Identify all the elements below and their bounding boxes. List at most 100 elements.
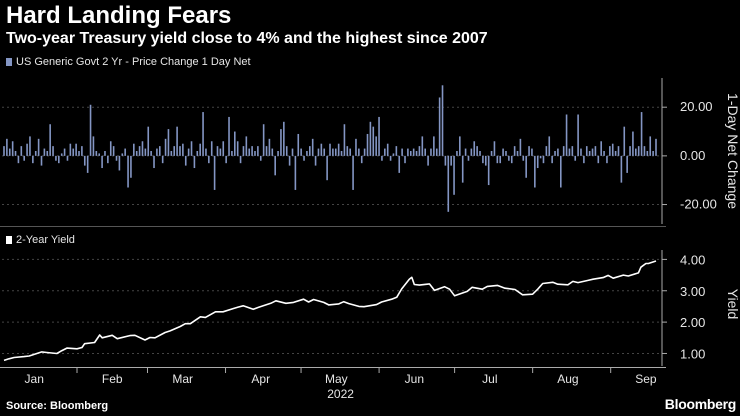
bar-mark	[522, 155, 525, 161]
yield-line	[3, 260, 657, 362]
bar-mark	[459, 136, 461, 156]
bar-mark	[173, 146, 176, 156]
x-axis-label: Apr	[251, 372, 270, 386]
bar-mark	[352, 155, 354, 190]
bar-mark	[542, 155, 545, 164]
bar-mark	[482, 155, 484, 164]
bar-mark	[196, 151, 199, 156]
bar-legend-label: US Generic Govt 2 Yr - Price Change 1 Da…	[16, 56, 251, 68]
line-y-tick-label: 2.00	[680, 315, 705, 330]
bar-mark	[389, 155, 392, 161]
bar-mark	[66, 155, 69, 161]
bar-mark	[121, 153, 124, 156]
bar-mark	[577, 114, 579, 156]
bar-mark	[456, 151, 458, 156]
bar-mark	[107, 155, 109, 164]
bar-mark	[409, 151, 412, 156]
bar-mark	[63, 148, 66, 156]
bar-mark	[124, 148, 126, 156]
bar-mark	[551, 155, 553, 164]
bar-mark	[412, 148, 415, 156]
x-axis-year-label: 2022	[327, 387, 354, 401]
bar-mark	[568, 148, 571, 156]
bar-mark	[109, 141, 112, 156]
line-y-axis-title: Yield	[725, 289, 740, 320]
bar-mark	[141, 141, 144, 156]
bar-mark	[34, 151, 37, 156]
bar-mark	[398, 155, 401, 173]
bar-mark	[300, 148, 302, 156]
bar-mark	[150, 151, 152, 156]
bar-mark	[349, 148, 351, 156]
bar-mark	[337, 143, 340, 156]
bar-mark	[75, 143, 77, 156]
bar-mark	[216, 146, 219, 156]
bar-mark	[239, 155, 242, 164]
bar-mark	[40, 155, 43, 166]
bar-mark	[280, 129, 282, 156]
bar-mark	[386, 143, 389, 156]
bar-mark	[545, 146, 548, 156]
bar-y-tick-label: 20.00	[680, 99, 713, 114]
bar-mark	[539, 155, 542, 159]
bar-mark	[257, 146, 259, 156]
bar-mark	[554, 151, 556, 156]
bar-mark	[346, 146, 349, 156]
bar-mark	[635, 148, 637, 156]
bar-mark	[516, 151, 519, 156]
bar-mark	[424, 148, 427, 156]
bar-mark	[78, 151, 80, 156]
bar-mark	[49, 124, 51, 156]
bar-mark	[384, 148, 386, 156]
x-axis-label: Aug	[557, 372, 578, 386]
bar-mark	[531, 148, 533, 156]
bar-mark	[179, 146, 181, 156]
bar-mark	[378, 116, 380, 156]
bar-mark	[187, 148, 190, 156]
line-legend-label: 2-Year Yield	[16, 234, 75, 246]
bar-legend-swatch	[6, 58, 12, 66]
bar-mark	[29, 136, 31, 156]
bar-mark	[435, 148, 438, 156]
bar-mark	[623, 126, 626, 156]
bar-mark	[421, 136, 424, 156]
bar-mark	[127, 155, 129, 188]
bar-mark	[496, 155, 499, 164]
bar-mark	[23, 155, 25, 161]
x-axis-label: May	[325, 372, 348, 386]
bar-mark	[228, 116, 230, 156]
bar-mark	[640, 112, 643, 156]
bar-mark	[603, 151, 605, 156]
bar-mark	[283, 121, 285, 156]
bar-mark	[98, 153, 101, 156]
bar-mark	[277, 151, 279, 156]
bar-mark	[112, 146, 115, 156]
bar-mark	[205, 148, 207, 156]
bar-mark	[643, 146, 646, 156]
bar-mark	[600, 141, 602, 156]
bar-mark	[447, 155, 450, 212]
bar-mark	[184, 155, 187, 166]
bar-mark	[210, 141, 213, 156]
bar-mark	[427, 155, 429, 166]
bar-mark	[254, 151, 256, 156]
bar-mark	[646, 151, 649, 156]
bar-mark	[438, 97, 441, 156]
bar-mark	[418, 146, 421, 156]
x-axis-label: Jun	[405, 372, 424, 386]
bar-mark	[611, 143, 614, 156]
bar-mark	[311, 138, 314, 156]
bar-mark	[199, 143, 201, 156]
bar-mark	[499, 155, 502, 164]
bar-mark	[86, 155, 89, 173]
bar-mark	[130, 155, 132, 178]
bar-mark	[72, 148, 75, 156]
bar-mark	[652, 151, 654, 156]
bar-mark	[340, 151, 343, 156]
bar-mark	[69, 143, 72, 156]
bar-mark	[487, 155, 490, 186]
bar-mark	[225, 155, 227, 164]
bar-mark	[231, 151, 233, 156]
bar-mark	[101, 155, 103, 169]
